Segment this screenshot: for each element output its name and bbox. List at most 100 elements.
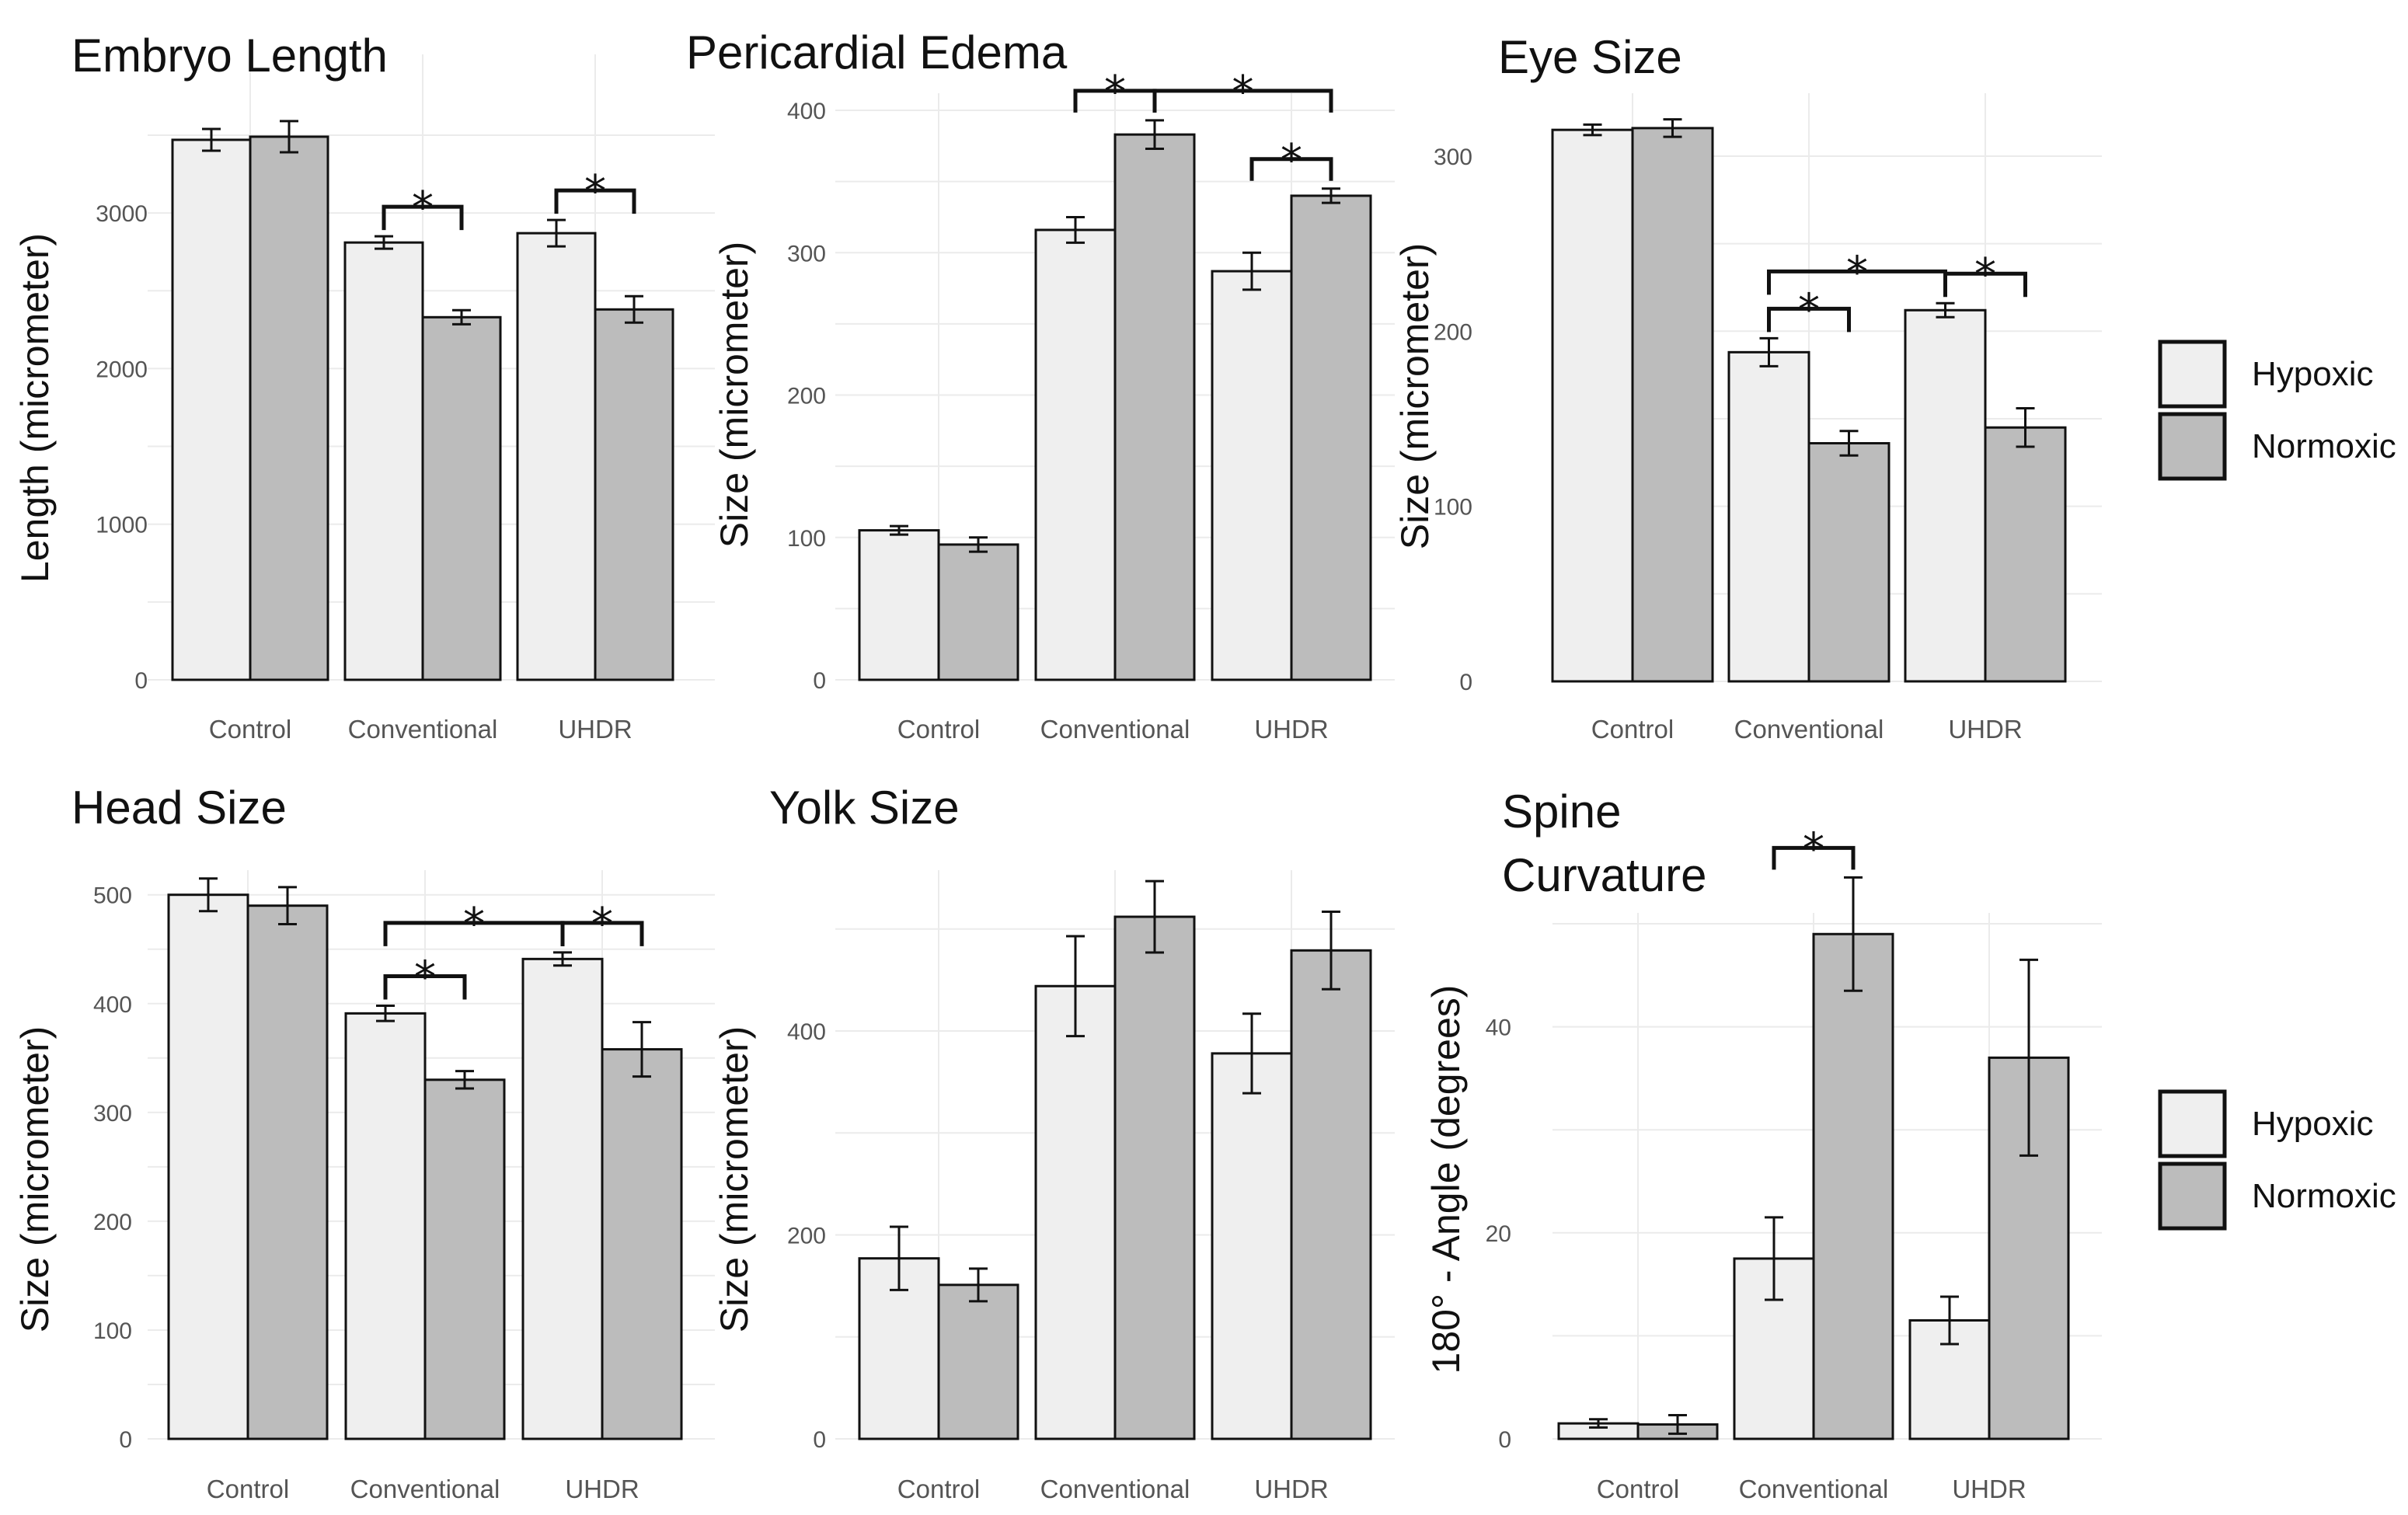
y-tick-label: 40 [1486, 1015, 1511, 1041]
error-bar-hypoxic-control [202, 127, 221, 152]
significance-bracket: * [383, 953, 467, 1003]
bar-normoxic-conventional [1113, 133, 1196, 681]
significance-bracket: * [1767, 284, 1851, 335]
y-tick-label: 400 [787, 99, 826, 124]
bar-normoxic-uhdr [1290, 194, 1372, 681]
y-tick-labels: 0 1000 2000 3000 [96, 201, 148, 694]
x-tick-labels: Control Conventional UHDR [209, 715, 632, 744]
y-axis-label: Size (micrometer) [713, 1026, 756, 1332]
panel-title: Spine Curvature [1502, 785, 1706, 901]
x-tick-label-uhdr: UHDR [558, 715, 632, 744]
error-bar-normoxic-conventional [1145, 119, 1164, 150]
error-bar-normoxic-uhdr [2019, 958, 2038, 1157]
panel-5: 0 200 400 Control Conventional UHDR Size (micr… [713, 782, 1395, 1503]
panel-title: Embryo Length [71, 30, 388, 82]
y-tick-labels: 0 100 200 300 400 500 [93, 883, 132, 1453]
bar-hypoxic-conventional [343, 241, 424, 681]
error-bar-normoxic-conventional [1839, 430, 1859, 457]
error-bar-normoxic-conventional [1145, 879, 1164, 954]
y-tick-label: 200 [787, 384, 826, 409]
bar-normoxic-uhdr [601, 1048, 683, 1440]
bar-normoxic-control [249, 135, 329, 681]
significance-star: * [1974, 249, 1996, 300]
x-tick-labels: Control Conventional UHDR [897, 1475, 1329, 1503]
legend-swatch-normoxic [2158, 1162, 2227, 1231]
y-tick-label: 400 [93, 992, 132, 1018]
x-tick-label-uhdr: UHDR [1254, 715, 1328, 744]
x-tick-label-control: Control [897, 1475, 980, 1503]
panel-title: Eye Size [1498, 31, 1682, 83]
bar-hypoxic-uhdr [521, 957, 604, 1440]
significance-star: * [412, 183, 434, 233]
bar-hypoxic-conventional [1034, 228, 1117, 681]
significance-bracket: * [554, 166, 636, 217]
y-tick-label: 2000 [96, 357, 148, 382]
significance-star: * [1803, 824, 1824, 874]
panel-3: 0 100 200 300 Control Conventional UHDR Size (m… [1393, 31, 2102, 744]
bar-normoxic-uhdr [1290, 949, 1372, 1440]
x-tick-label-control: Control [897, 715, 980, 744]
y-tick-label: 0 [1498, 1427, 1511, 1453]
y-tick-label: 300 [1434, 145, 1472, 170]
y-tick-label: 3000 [96, 201, 148, 227]
x-tick-label-conventional: Conventional [350, 1475, 500, 1503]
error-bar-hypoxic-conventional [376, 1005, 395, 1022]
y-tick-label: 1000 [96, 513, 148, 538]
error-bar-normoxic-control [1668, 1414, 1687, 1435]
significance-bracket: * [1772, 824, 1856, 874]
significance-star: * [1798, 284, 1820, 335]
error-bar-hypoxic-uhdr [1936, 301, 1955, 319]
legend-swatch-hypoxic [2158, 340, 2227, 409]
y-tick-label: 0 [1459, 670, 1472, 695]
error-bar-hypoxic-control [890, 524, 908, 536]
error-bar-normoxic-control [1663, 118, 1682, 138]
error-bar-hypoxic-conventional [1066, 935, 1085, 1038]
legend-swatch-normoxic [2158, 412, 2227, 481]
bar-hypoxic-conventional [1727, 350, 1810, 683]
significance-star: * [1846, 247, 1868, 298]
error-bar-normoxic-uhdr [632, 1021, 651, 1078]
panel-title: Yolk Size [769, 782, 960, 834]
y-tick-label: 0 [813, 668, 826, 694]
panel-title: Head Size [71, 782, 287, 834]
bar-normoxic-control [937, 1283, 1019, 1440]
bar-normoxic-conventional [421, 315, 502, 681]
y-axis-label: Size (micrometer) [13, 1026, 57, 1332]
panel-title: Pericardial Edema [686, 26, 1068, 78]
y-tick-label: 0 [119, 1427, 132, 1453]
bar-hypoxic-uhdr [1904, 308, 1987, 683]
x-tick-label-control: Control [1597, 1475, 1679, 1503]
significance-star: * [584, 166, 606, 217]
bar-hypoxic-control [171, 138, 252, 681]
panel-title-line: Curvature [1502, 849, 1706, 901]
y-tick-labels: 0 100 200 300 400 [787, 99, 826, 694]
significance-star: * [463, 899, 485, 949]
significance-star: * [414, 953, 436, 1003]
significance-star: * [1232, 67, 1254, 117]
x-tick-labels: Control Conventional UHDR [1591, 715, 2023, 744]
significance-bracket: * [383, 899, 565, 949]
x-tick-labels: Control Conventional UHDR [897, 715, 1329, 744]
significance-star: * [1281, 135, 1302, 186]
x-tick-label-control: Control [1591, 715, 1674, 744]
bar-hypoxic-conventional [344, 1012, 427, 1440]
x-tick-label-conventional: Conventional [1739, 1475, 1889, 1503]
error-bar-hypoxic-conventional [1765, 1216, 1783, 1301]
y-tick-labels: 0 100 200 300 [1434, 145, 1472, 695]
error-bar-normoxic-control [969, 536, 988, 553]
panel-2: 0 100 200 300 400 Control Conventional UHDR Size… [686, 26, 1395, 744]
y-tick-label: 200 [1434, 319, 1472, 345]
y-tick-label: 400 [787, 1019, 826, 1045]
x-tick-label-conventional: Conventional [1040, 715, 1190, 744]
legend-label-hypoxic: Hypoxic [2252, 1105, 2374, 1143]
x-tick-label-conventional: Conventional [1734, 715, 1884, 744]
error-bar-normoxic-conventional [455, 1070, 474, 1090]
error-bar-hypoxic-uhdr [1242, 251, 1261, 291]
bar-normoxic-control [937, 543, 1019, 681]
error-bar-hypoxic-conventional [375, 235, 393, 250]
error-bar-normoxic-uhdr [1322, 910, 1340, 991]
y-tick-label: 100 [787, 526, 826, 552]
bar-normoxic-control [1631, 127, 1714, 683]
y-tick-label: 0 [134, 668, 148, 694]
x-tick-labels: Control Conventional UHDR [1597, 1475, 2026, 1503]
